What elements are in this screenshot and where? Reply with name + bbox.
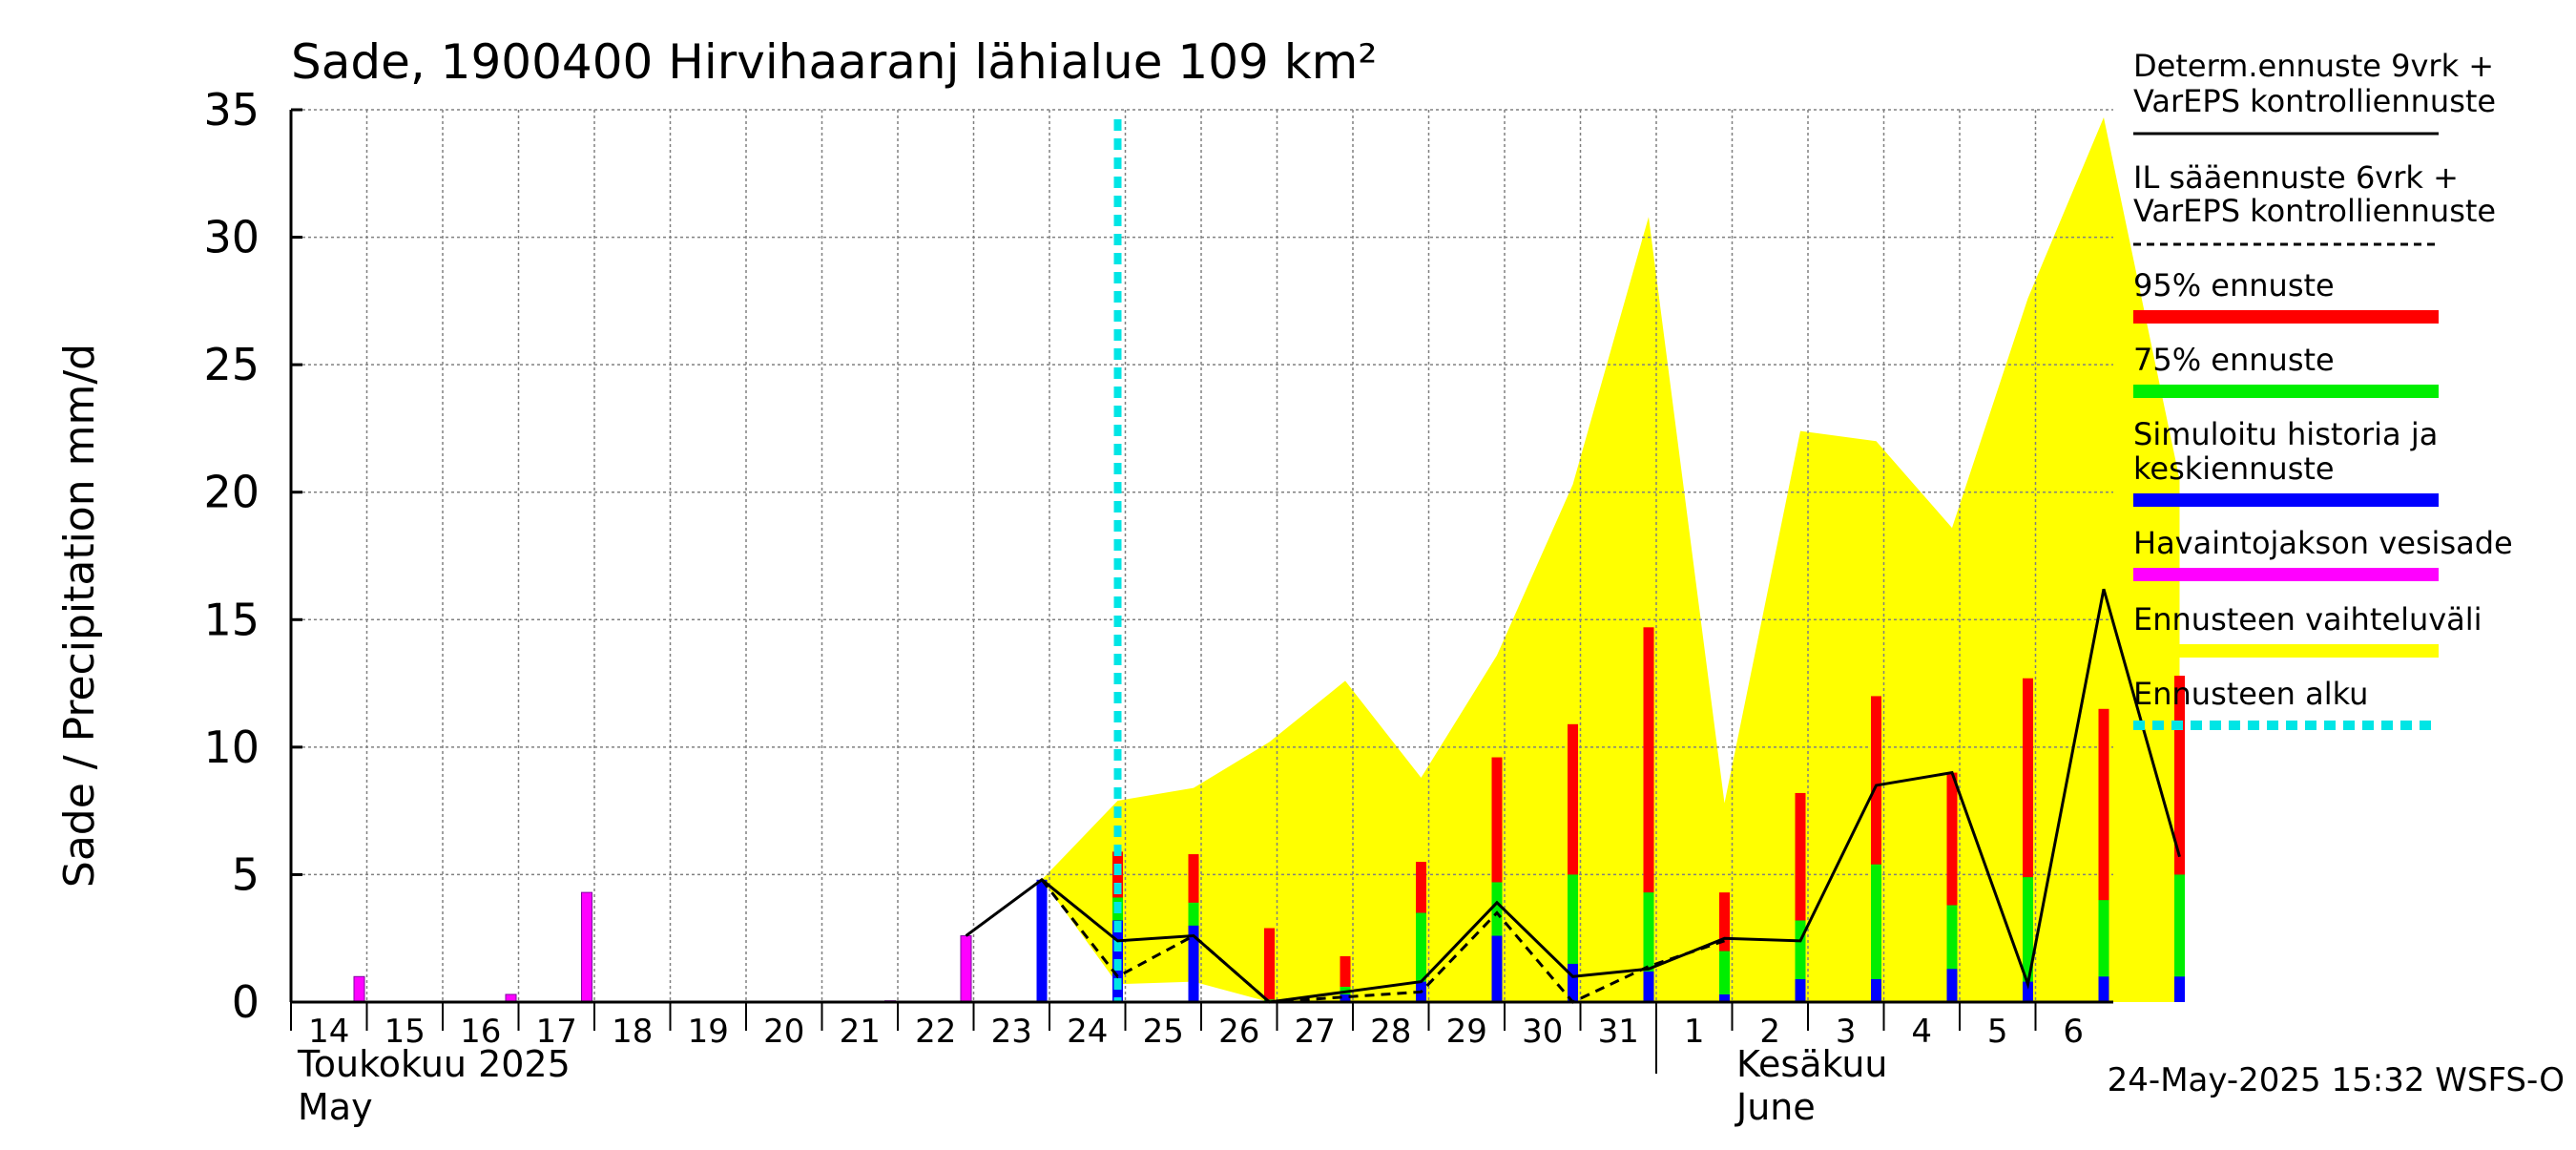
mean-bar [2098,976,2109,1002]
p95-bar [1946,772,1958,1002]
p95-bar [2174,676,2185,1002]
p75-bar [1568,874,1578,1002]
legend-label: Determ.ennuste 9vrk + [2133,48,2494,84]
bars-layer [353,627,2185,1003]
p75-bar [1871,864,1881,1002]
x-tick-label: 14 [308,1013,349,1051]
p75-bar [1643,892,1654,1002]
x-tick-label: 23 [991,1013,1032,1051]
x-tick-label: 3 [1836,1013,1857,1051]
y-tick-label: 25 [203,339,260,390]
x-tick-label: 19 [688,1013,729,1051]
mean-bar [2174,976,2185,1002]
month-label-en: June [1735,1086,1816,1128]
x-tick-label: 1 [1684,1013,1705,1051]
x-tick-label: 28 [1370,1013,1411,1051]
x-tick-label: 20 [763,1013,804,1051]
p75-bar [1416,912,1426,1002]
x-tick-label: 22 [915,1013,956,1051]
range-band-layer [1042,117,2180,1002]
x-tick-label: 18 [612,1013,653,1051]
p75-bar [2174,874,2185,1002]
legend-label: keskiennuste [2133,450,2335,487]
legend-label: Ennusteen alku [2133,676,2368,712]
x-tick-label: 16 [460,1013,501,1051]
y-tick-label: 10 [203,721,260,773]
p95-bar [2098,708,2109,1002]
x-tick-label: 27 [1295,1013,1336,1051]
legend-label: Havaintojakson vesisade [2133,525,2513,561]
mean-bar [1568,963,1578,1002]
p95-bar [1264,928,1275,1002]
legend-label: Ennusteen vaihteluväli [2133,601,2483,638]
x-tick-label: 25 [1143,1013,1184,1051]
observed-precip-bar [960,935,972,1003]
y-tick-label: 15 [203,594,260,645]
mean-bar [1946,969,1958,1002]
observed-precip-bar [353,975,365,1003]
legend-label: 75% ennuste [2133,342,2335,378]
legend-label: IL sääennuste 6vrk + [2133,159,2459,196]
y-tick-label: 5 [232,848,260,900]
x-tick-label: 15 [384,1013,426,1051]
y-tick-label: 0 [232,976,260,1028]
mean-bar [1719,993,1730,1002]
y-tick-label: 30 [203,212,260,263]
p75-bar [2098,900,2109,1002]
p75-bar [1795,920,1806,1002]
y-axis-label: Sade / Precipitation mm/d [55,344,104,888]
x-tick-label: 5 [1987,1013,2008,1051]
p75-bar [1946,905,1958,1002]
x-tick-label: 30 [1522,1013,1563,1051]
y-tick-label: 20 [203,467,260,518]
p95-bar [1871,696,1881,1002]
legend-label: VarEPS kontrolliennuste [2133,193,2496,229]
observed-precip-bar [581,891,592,1003]
p95-bar [1568,723,1578,1002]
range-band-area [1042,117,2180,1002]
mean-bar [1795,978,1806,1002]
p75-bar [2023,877,2033,1002]
lines-layer [965,119,2181,1004]
il-forecast-line [1040,878,1725,1004]
month-label-en: May [298,1086,373,1128]
timestamp: 24-May-2025 15:32 WSFS-O [2108,1061,2565,1099]
x-tick-label: 24 [1067,1013,1108,1051]
p95-bar [2023,678,2033,1002]
legend-label: VarEPS kontrolliennuste [2133,83,2496,119]
x-tick-label: 6 [2063,1013,2084,1051]
legend-layer: Determ.ennuste 9vrk +VarEPS kontrollienn… [2133,48,2513,730]
x-tick-label: 31 [1598,1013,1639,1051]
x-tick-label: 2 [1759,1013,1780,1051]
simulated-history-bar [1036,879,1048,1002]
month-label: Kesäkuu [1736,1043,1888,1085]
mean-bar [1871,978,1881,1002]
mean-bar [2023,981,2033,1002]
p95-bar [1340,955,1351,1002]
x-tick-label: 29 [1446,1013,1487,1051]
chart-title: Sade, 1900400 Hirvihaaranj lähialue 109 … [291,34,1377,90]
deterministic-forecast-line [965,588,2181,1004]
p95-bar [1795,792,1806,1002]
mean-bar [1643,971,1654,1002]
mean-bar [1491,935,1503,1002]
legend-label: Simuloitu historia ja [2133,416,2438,452]
x-tick-label: 26 [1218,1013,1259,1051]
p75-bar [1719,951,1730,1002]
x-tick-label: 21 [840,1013,881,1051]
mean-bar [1340,993,1351,1002]
y-tick-label: 35 [203,84,260,136]
legend-label: 95% ennuste [2133,267,2335,303]
x-tick-label: 17 [536,1013,577,1051]
mean-bar [1188,925,1199,1002]
x-tick-label: 4 [1911,1013,1932,1051]
p95-bar [1491,757,1503,1002]
p95-bar [1719,892,1730,1002]
month-label: Toukokuu 2025 [297,1043,571,1085]
p95-bar [1643,627,1654,1002]
grid-layer [291,109,2113,1002]
